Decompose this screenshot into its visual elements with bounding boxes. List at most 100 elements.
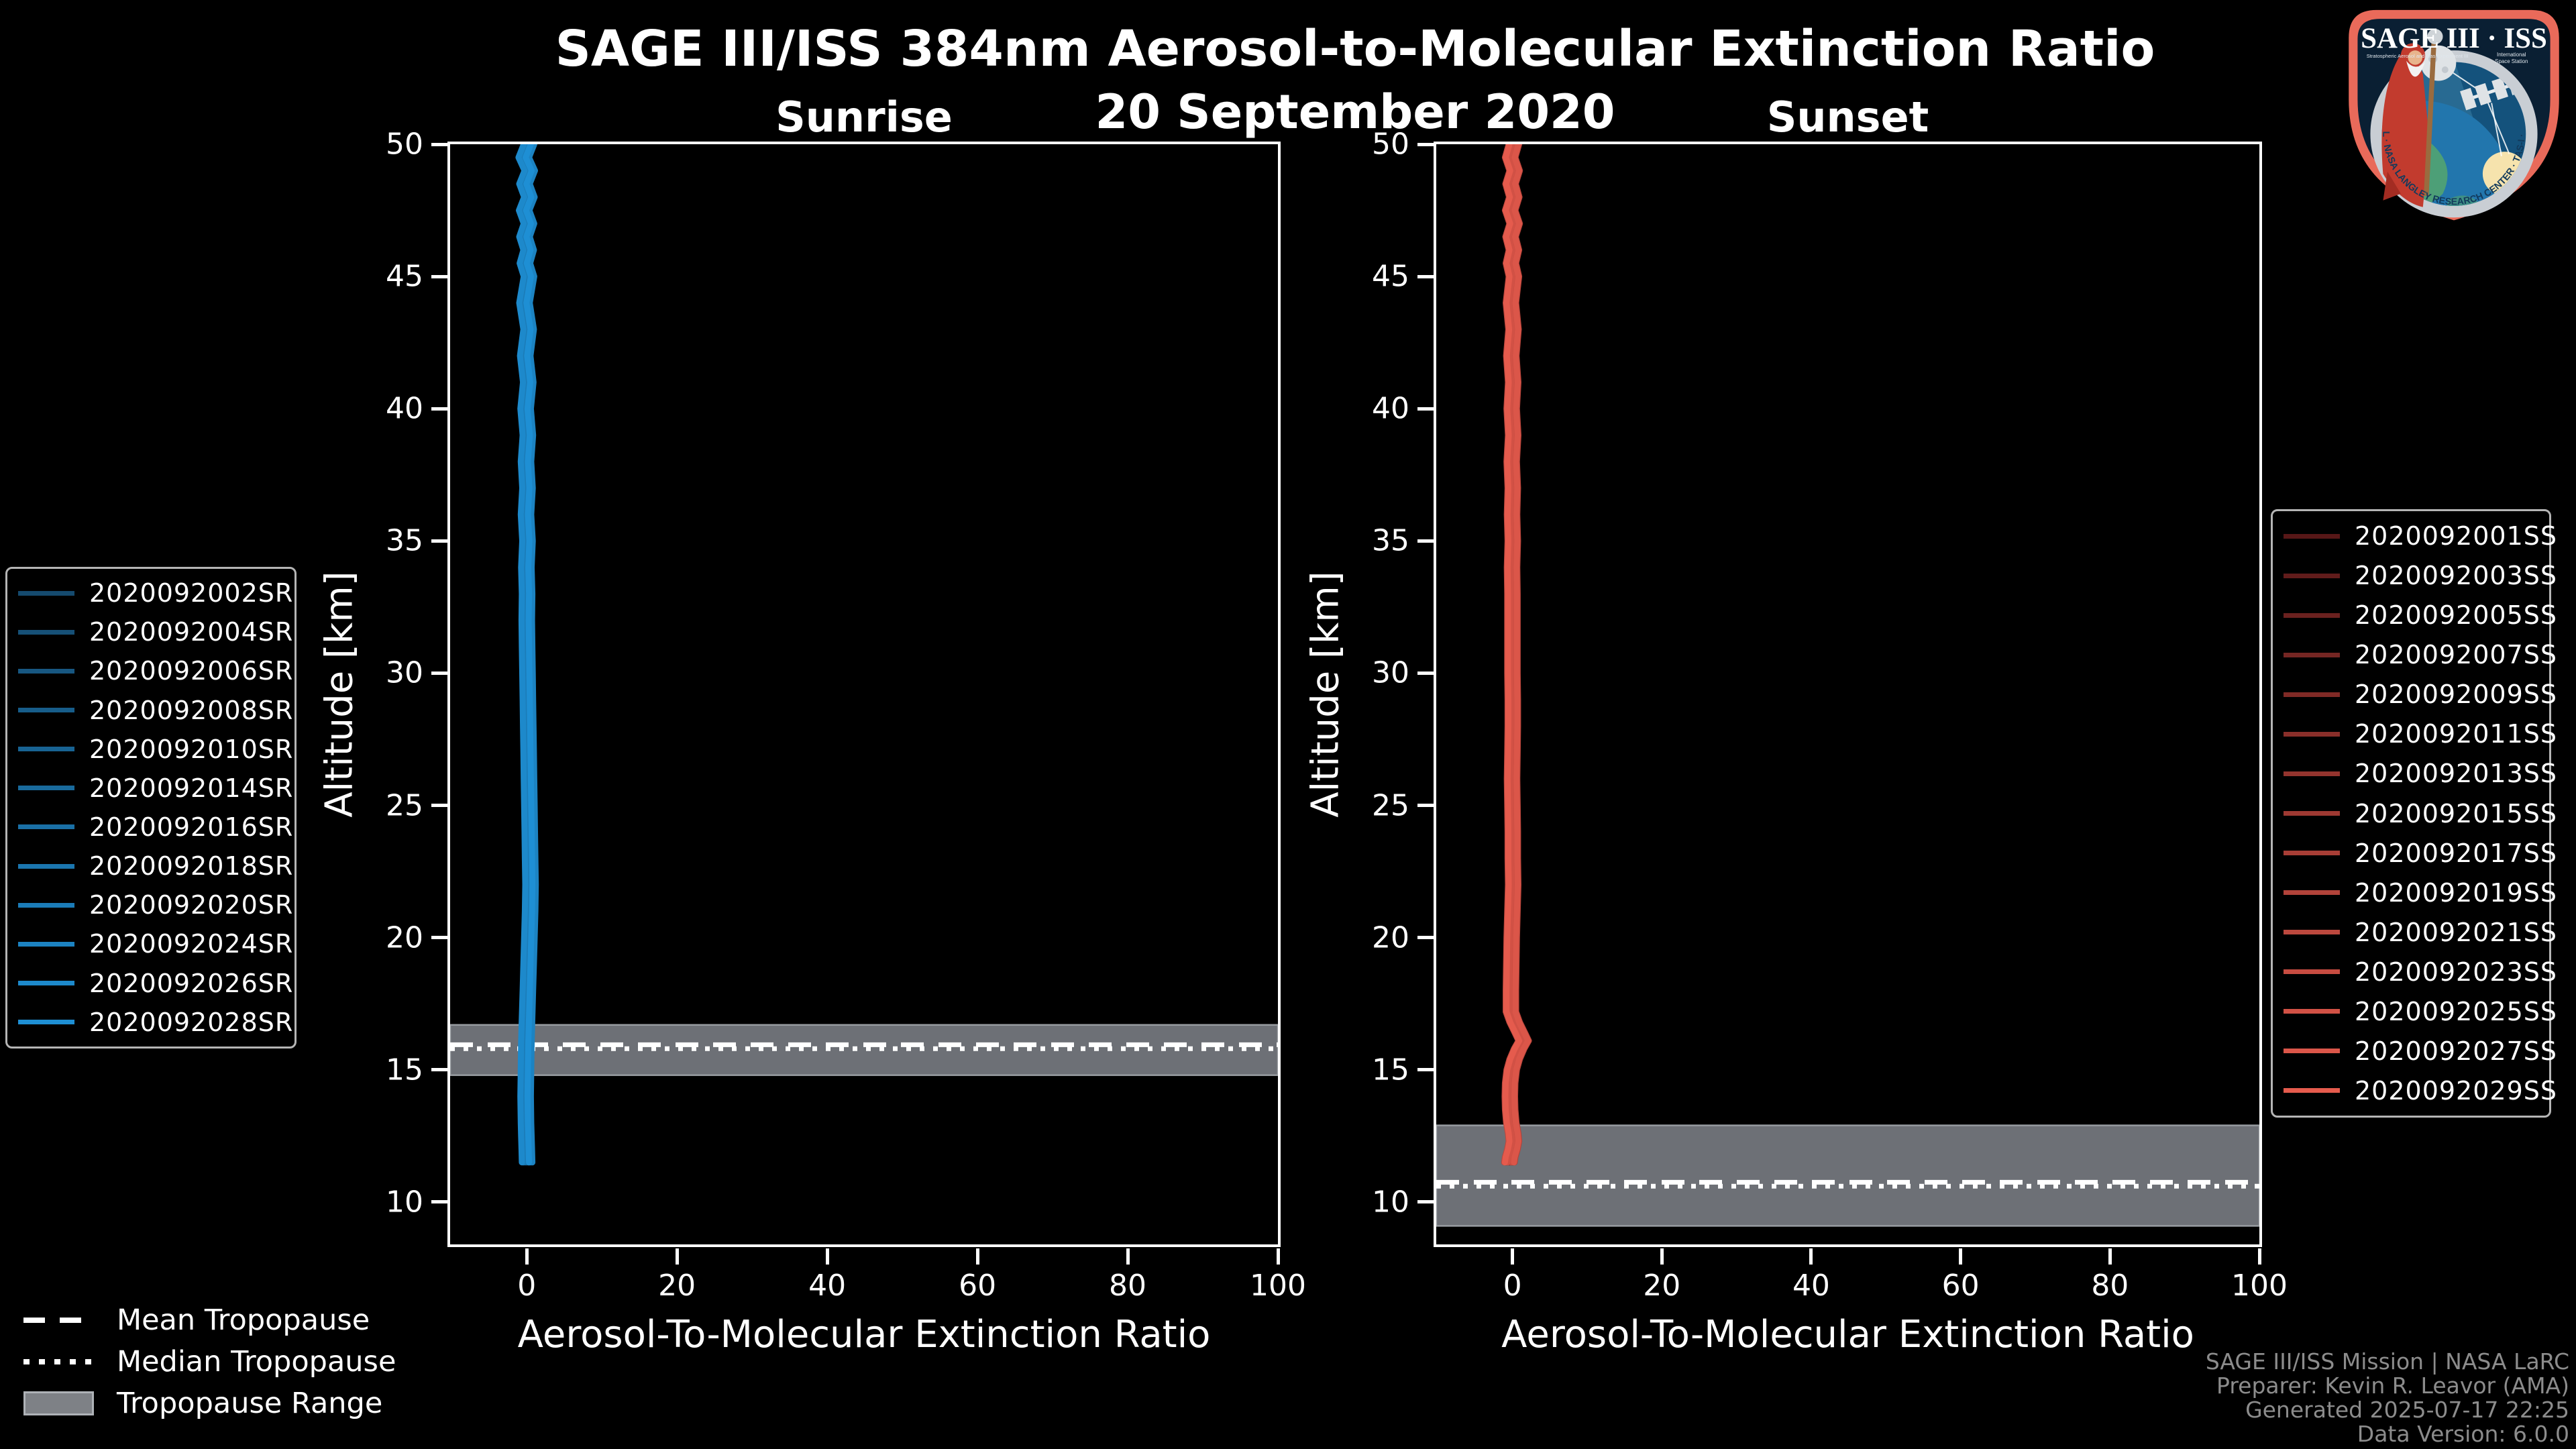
sunset-xtick-label: 20 — [1643, 1269, 1681, 1303]
sunset-legend-item-label: 2020092017SS — [2355, 838, 2558, 868]
tropopause-range-label: Tropopause Range — [117, 1387, 383, 1420]
sunset-profile-2020092027SS — [1511, 144, 1532, 1166]
figure-subtitle: 20 September 2020 — [1095, 85, 1615, 140]
sunrise-xtick — [975, 1248, 979, 1265]
sunset-legend-item-label: 2020092007SS — [2355, 640, 2558, 670]
sunrise-xtick-label: 60 — [959, 1269, 997, 1303]
sunrise-xtick-label: 80 — [1109, 1269, 1147, 1303]
sunrise-plot-frame — [447, 142, 1281, 1247]
sunset-legend-item-label: 2020092027SS — [2355, 1036, 2558, 1066]
sunrise-ytick — [431, 142, 447, 146]
sunset-legend-item: 2020092011SS — [2273, 719, 2557, 749]
sunrise-ytick — [431, 274, 447, 278]
sunrise-ytick — [431, 804, 447, 808]
sunset-legend-item-label: 2020092001SS — [2355, 521, 2558, 551]
sunrise-legend-item-label: 2020092010SR — [89, 734, 294, 764]
sunrise-ytick-label: 50 — [386, 127, 423, 162]
sunset-y-axis-label: Altitude [km] — [1303, 571, 1348, 818]
sunset-panel-title: Sunset — [1766, 93, 1929, 142]
sunset-xtick — [1660, 1248, 1664, 1265]
tropopause-range-legend-item: Tropopause Range — [23, 1387, 396, 1420]
attribution-preparer: Preparer: Kevin R. Leavor (AMA) — [2216, 1373, 2569, 1399]
sunset-legend-line-swatch-icon — [2284, 731, 2340, 737]
earth-continent-2 — [2443, 195, 2485, 206]
sunrise-x-axis-label: Aerosol-To-Molecular Extinction Ratio — [517, 1313, 1211, 1356]
sunset-ytick-label: 25 — [1372, 788, 1409, 823]
sunset-ytick — [1417, 142, 1434, 146]
sunrise-plot-area — [450, 144, 1278, 1166]
sunrise-panel-title: Sunrise — [775, 93, 953, 142]
sunrise-profile-2020092026SR — [515, 144, 529, 1166]
sunset-xtick — [2257, 1248, 2261, 1265]
sunrise-ytick — [431, 407, 447, 411]
occultation-ray-2 — [2491, 103, 2502, 156]
median-tropopause-legend-item: Median Tropopause — [23, 1345, 396, 1379]
sunrise-ytick-label: 10 — [386, 1185, 423, 1220]
sunset-legend-item-label: 2020092013SS — [2355, 759, 2558, 789]
sunrise-legend-line-swatch-icon — [18, 902, 74, 908]
sunrise-xtick — [675, 1248, 679, 1265]
sunrise-ytick — [431, 1068, 447, 1072]
sunset-legend-line-swatch-icon — [2284, 771, 2340, 776]
sunset-xtick-label: 100 — [2231, 1269, 2288, 1303]
mean-tropopause-label: Mean Tropopause — [117, 1303, 370, 1337]
sunrise-profile-2020092024SR — [526, 144, 539, 1166]
sunrise-legend-item-label: 2020092002SR — [89, 578, 294, 608]
sunset-legend-item: 2020092019SS — [2273, 878, 2557, 908]
sunset-xtick-label: 80 — [2091, 1269, 2129, 1303]
sunrise-ytick — [431, 1200, 447, 1204]
sunset-legend-item: 2020092029SS — [2273, 1076, 2557, 1106]
sunset-legend-item: 2020092007SS — [2273, 640, 2557, 669]
sunrise-legend-item-label: 2020092004SR — [89, 617, 294, 647]
sunrise-legend-line-swatch-icon — [18, 1020, 74, 1025]
sunset-legend-item: 2020092021SS — [2273, 918, 2557, 947]
sunset-xtick — [1809, 1248, 1813, 1265]
sunrise-xtick-label: 40 — [808, 1269, 847, 1303]
sunrise-legend-item: 2020092028SR — [7, 1008, 294, 1037]
sunset-legend-item: 2020092023SS — [2273, 957, 2557, 987]
sunset-legend-item-label: 2020092015SS — [2355, 798, 2558, 828]
sunset-legend-item-label: 2020092025SS — [2355, 996, 2558, 1026]
sunrise-xtick — [1126, 1248, 1130, 1265]
sunset-ytick-label: 30 — [1372, 655, 1409, 690]
sunset-legend-line-swatch-icon — [2284, 851, 2340, 856]
sunrise-legend-line-swatch-icon — [18, 747, 74, 752]
sunset-legend-line-swatch-icon — [2284, 573, 2340, 578]
band-swatch-icon — [23, 1391, 94, 1415]
sunset-plot-frame — [1434, 142, 2262, 1247]
sunrise-legend-item: 2020092016SR — [7, 812, 294, 842]
sunset-ytick-label: 10 — [1372, 1185, 1409, 1220]
dashed-line-swatch-icon — [23, 1318, 94, 1323]
sunrise-legend-item-label: 2020092026SR — [89, 968, 294, 998]
sunset-ytick — [1417, 539, 1434, 543]
sunrise-legend-item: 2020092018SR — [7, 851, 294, 881]
sunrise-legend-item: 2020092006SR — [7, 656, 294, 686]
sunset-legend-item-label: 2020092011SS — [2355, 719, 2558, 749]
sunset-xtick — [1959, 1248, 1963, 1265]
sunset-legend-line-swatch-icon — [2284, 890, 2340, 896]
sunset-legend-line-swatch-icon — [2284, 612, 2340, 618]
sunset-legend-line-swatch-icon — [2284, 652, 2340, 657]
sunset-legend-item-label: 2020092009SS — [2355, 680, 2558, 710]
sunset-ytick-label: 40 — [1372, 391, 1409, 426]
sunset-event-legend: 2020092001SS 2020092003SS 2020092005SS 2020… — [2271, 509, 2557, 1118]
sunset-ytick-label: 35 — [1372, 523, 1409, 558]
sunset-legend-line-swatch-icon — [2284, 1009, 2340, 1014]
sunset-legend-line-swatch-icon — [2284, 1088, 2340, 1093]
sunset-legend-item: 2020092017SS — [2273, 839, 2557, 868]
sunrise-legend-line-swatch-icon — [18, 863, 74, 869]
sunset-legend-item: 2020092013SS — [2273, 759, 2557, 788]
sunset-xtick-label: 60 — [1941, 1269, 1980, 1303]
sunset-legend-line-swatch-icon — [2284, 969, 2340, 975]
sunrise-legend-line-swatch-icon — [18, 786, 74, 791]
sunset-legend-item-label: 2020092029SS — [2355, 1075, 2558, 1106]
sunrise-legend-line-swatch-icon — [18, 708, 74, 713]
sage-figure-icon — [2381, 28, 2443, 207]
sunset-legend-line-swatch-icon — [2284, 1049, 2340, 1054]
patch-subtitle-iss-2: Space Station — [2495, 58, 2528, 64]
sunrise-legend-item-label: 2020092024SR — [89, 929, 294, 959]
sunrise-legend-line-swatch-icon — [18, 824, 74, 830]
sunset-legend-item-label: 2020092019SS — [2355, 877, 2558, 908]
sunrise-legend-line-swatch-icon — [18, 629, 74, 635]
sunset-legend-line-swatch-icon — [2284, 930, 2340, 935]
